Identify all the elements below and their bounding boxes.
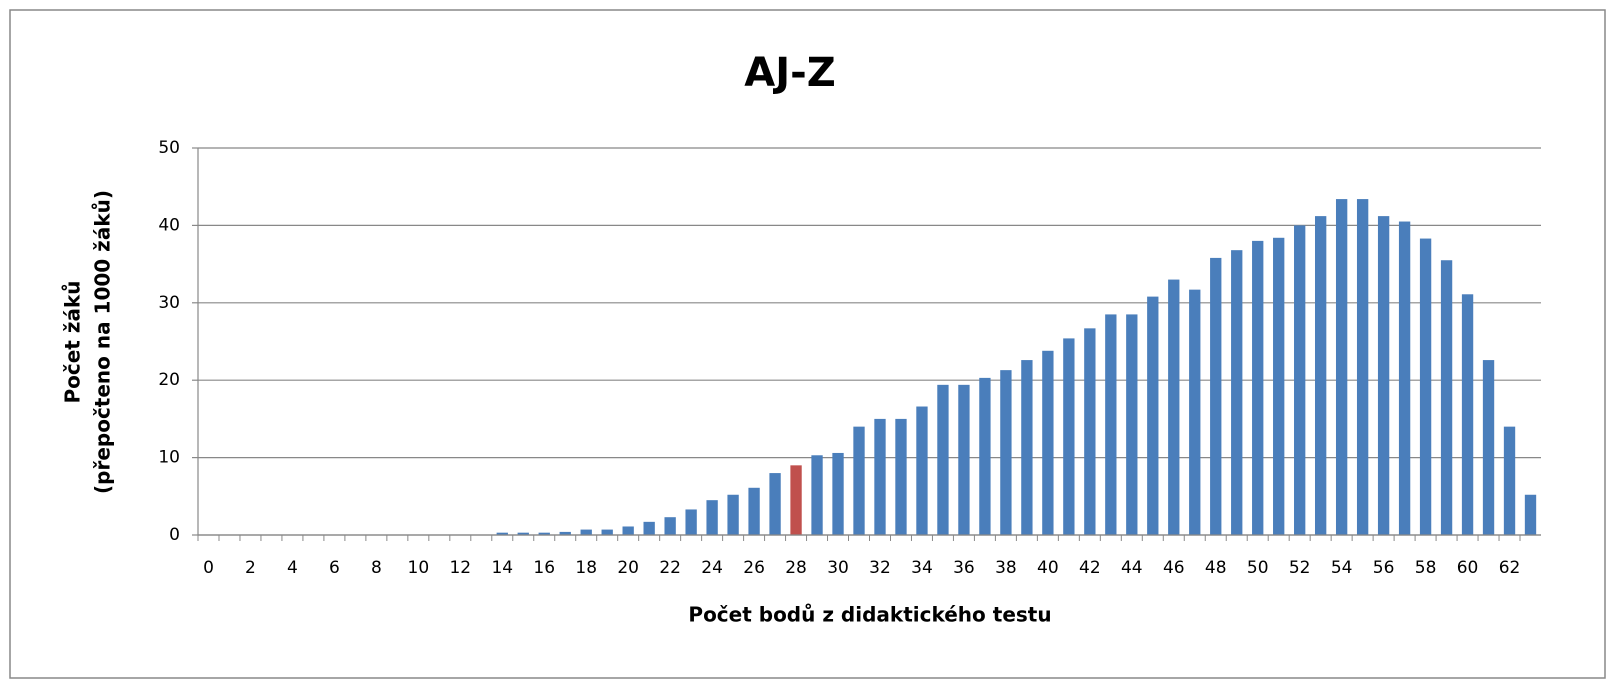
- bar: [895, 418, 907, 535]
- bar: [643, 521, 655, 535]
- x-tick-label: 44: [1121, 558, 1143, 578]
- bar: [853, 426, 865, 535]
- x-tick-label: 26: [743, 558, 765, 578]
- x-tick-label: 58: [1415, 558, 1437, 578]
- x-tick-label: 18: [575, 558, 597, 578]
- bar: [1105, 314, 1117, 535]
- bar: [538, 532, 550, 535]
- bar: [601, 529, 613, 535]
- x-tick-label: 56: [1373, 558, 1395, 578]
- bar: [664, 517, 676, 535]
- x-tick-label: 36: [953, 558, 975, 578]
- x-tick-label: 20: [617, 558, 639, 578]
- bar: [1210, 257, 1222, 535]
- bar: [811, 455, 823, 535]
- bar: [1273, 237, 1285, 535]
- y-tick-label: 30: [158, 293, 180, 313]
- bar: [1524, 494, 1537, 535]
- x-tick-label: 12: [449, 558, 471, 578]
- x-tick-label: 46: [1163, 558, 1185, 578]
- bar: [496, 532, 508, 535]
- bar: [1063, 338, 1075, 535]
- x-tick-label: 52: [1289, 558, 1311, 578]
- x-tick-label: 22: [659, 558, 681, 578]
- bar: [1335, 199, 1348, 536]
- bar: [1189, 289, 1201, 535]
- x-tick-label: 28: [785, 558, 807, 578]
- bar: [559, 531, 571, 535]
- bar: [916, 406, 928, 535]
- x-tick-label: 10: [408, 558, 430, 578]
- x-axis-title: Počet bodů z didaktického testu: [688, 603, 1051, 627]
- bar: [685, 509, 697, 535]
- bar: [1168, 279, 1180, 535]
- x-tick-label: 6: [329, 558, 340, 578]
- x-tick-label: 32: [869, 558, 891, 578]
- bar: [622, 526, 634, 535]
- bar: [1084, 328, 1096, 535]
- x-tick-label: 48: [1205, 558, 1227, 578]
- bar: [1021, 360, 1033, 535]
- y-tick-label: 50: [158, 138, 180, 158]
- x-tick-label: 16: [533, 558, 555, 578]
- bar: [1314, 216, 1327, 535]
- bar: [706, 500, 718, 535]
- x-tick-label: 24: [701, 558, 723, 578]
- y-tick-label: 0: [169, 525, 180, 545]
- bar: [1377, 216, 1390, 535]
- x-tick-label: 14: [491, 558, 513, 578]
- bar: [517, 532, 529, 535]
- x-tick-label: 0: [203, 558, 214, 578]
- bar: [1147, 296, 1159, 535]
- y-axis-title: (přepočteno na 1000 žáků): [91, 190, 115, 494]
- bar: [1398, 221, 1411, 535]
- bar: [790, 465, 802, 535]
- bar: [1356, 199, 1369, 536]
- bar: [832, 452, 844, 535]
- bar: [958, 384, 970, 535]
- bar: [580, 529, 592, 535]
- x-tick-label: 54: [1331, 558, 1353, 578]
- bar: [1252, 240, 1264, 535]
- y-tick-label: 10: [158, 448, 180, 468]
- x-tick-label: 30: [827, 558, 849, 578]
- bar: [1294, 225, 1306, 535]
- y-axis-title: Počet žáků: [61, 280, 85, 403]
- x-tick-label: 60: [1457, 558, 1479, 578]
- x-tick-label: 50: [1247, 558, 1269, 578]
- bar: [979, 377, 991, 535]
- bar: [1126, 314, 1138, 535]
- bar: [937, 384, 949, 535]
- bar: [1461, 294, 1474, 535]
- x-tick-label: 42: [1079, 558, 1101, 578]
- x-tick-label: 62: [1499, 558, 1521, 578]
- chart-title: AJ-Z: [744, 50, 835, 96]
- bar: [1419, 238, 1432, 536]
- bar: [1482, 360, 1495, 535]
- bar: [748, 487, 760, 535]
- x-tick-label: 40: [1037, 558, 1059, 578]
- bar: [874, 418, 886, 535]
- bar: [1231, 250, 1243, 535]
- bar: [1440, 260, 1453, 535]
- bar: [1042, 350, 1054, 535]
- x-tick-label: 38: [995, 558, 1017, 578]
- bar: [1503, 426, 1516, 535]
- x-tick-label: 4: [287, 558, 298, 578]
- y-tick-label: 40: [158, 215, 180, 235]
- x-tick-label: 2: [245, 558, 256, 578]
- bar: [727, 494, 739, 535]
- bar: [769, 473, 781, 535]
- bar: [1000, 370, 1012, 535]
- y-tick-label: 20: [158, 370, 180, 390]
- x-tick-label: 34: [911, 558, 933, 578]
- x-tick-label: 8: [371, 558, 382, 578]
